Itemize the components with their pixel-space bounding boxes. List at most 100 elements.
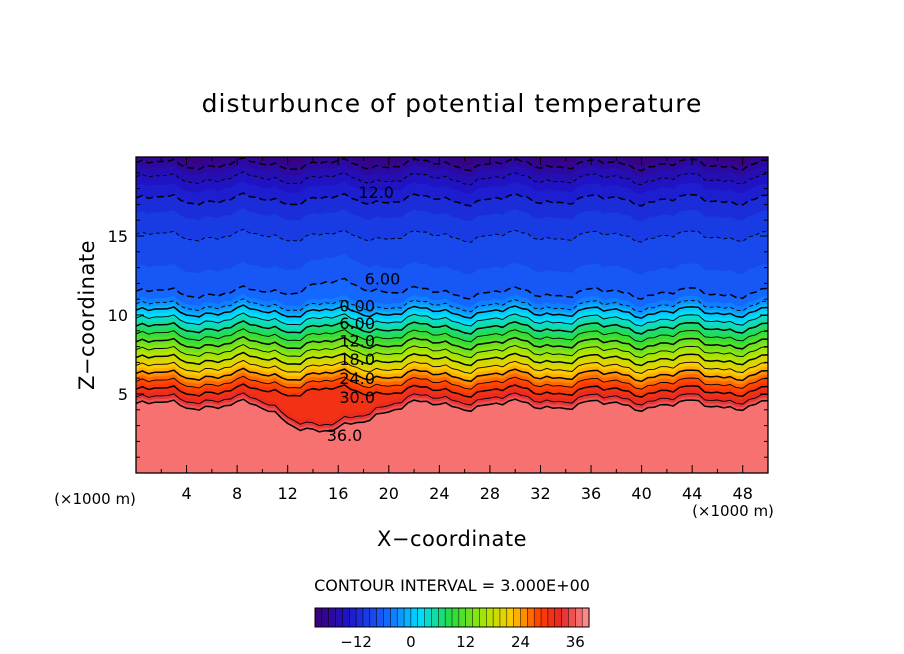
contour-line xyxy=(136,398,768,433)
colorbar-cell xyxy=(533,607,542,628)
contour-label: 12.0 xyxy=(339,331,375,350)
colorbar-cell xyxy=(520,607,528,628)
colorbar-cell xyxy=(540,607,549,628)
x-tick-label: 20 xyxy=(379,484,399,503)
contour-interval-label: CONTOUR INTERVAL = 3.000E+00 xyxy=(314,576,590,595)
contour-line xyxy=(136,344,768,359)
colorbar-tick-label: 12 xyxy=(456,633,475,651)
y-tick-label: 5 xyxy=(118,385,128,404)
x-tick-label: 36 xyxy=(581,484,601,503)
colorbar-tick-label: 0 xyxy=(406,633,416,651)
x-tick-label: 44 xyxy=(682,484,702,503)
colorbar-cell xyxy=(349,607,357,628)
contour-label: 6.00 xyxy=(339,314,375,333)
contour-line xyxy=(136,351,768,367)
colorbar-cell xyxy=(431,607,439,628)
colorbar-cell xyxy=(581,607,590,628)
colorbar-cell xyxy=(451,607,460,628)
colorbar-cell xyxy=(472,607,480,628)
y-tick-label: 10 xyxy=(108,306,128,325)
colorbar-cell xyxy=(554,607,563,628)
contour-fill xyxy=(136,157,768,473)
contour-label: 12.0 xyxy=(358,183,394,202)
contour-label: 30.0 xyxy=(339,388,375,407)
contour-line xyxy=(136,383,768,398)
contour-line xyxy=(136,375,768,390)
colorbar-ticks: −12 0 12 24 36 xyxy=(340,633,585,651)
colorbar-cell xyxy=(417,607,426,628)
colorbar-cell xyxy=(390,607,398,628)
x-tick-label: 12 xyxy=(278,484,298,503)
colorbar-cell xyxy=(424,607,433,628)
contour-line xyxy=(136,228,768,243)
colorbar-cell xyxy=(547,607,556,628)
colorbar-cell xyxy=(458,607,467,628)
x-axis: 4 8 12 16 20 24 28 32 36 40 44 48 xyxy=(160,157,753,503)
colorbar-cell xyxy=(561,607,569,628)
contour-line xyxy=(136,171,768,186)
y-axis: 5 10 15 xyxy=(108,172,768,458)
colorbar-cell xyxy=(506,607,515,628)
colorbar-cell xyxy=(321,607,330,628)
x-tick-label: 16 xyxy=(328,484,348,503)
contour-label: 18.0 xyxy=(339,350,375,369)
x-tick-label: 28 xyxy=(480,484,500,503)
x-tick-label: 40 xyxy=(631,484,651,503)
colorbar-cell xyxy=(444,607,453,628)
chart-title: disturbunce of potential temperature xyxy=(202,89,703,118)
x-axis-label: X−coordinate xyxy=(377,527,527,551)
colorbar-cell xyxy=(486,607,494,628)
colorbar-cell xyxy=(396,607,405,628)
colorbar-cell xyxy=(335,607,343,628)
colorbar-cell xyxy=(314,607,323,628)
contour-line xyxy=(136,312,768,327)
colorbar-frame xyxy=(314,607,590,628)
y-axis-label: Z−coordinate xyxy=(75,240,99,390)
contour-label: 24.0 xyxy=(339,369,375,388)
contour-line xyxy=(136,304,768,319)
contour-label: 36.0 xyxy=(327,426,363,445)
colorbar-cell xyxy=(362,607,371,628)
contour-line xyxy=(136,335,768,351)
contour-line xyxy=(136,157,768,172)
colorbar-cell xyxy=(527,607,535,628)
contour-line xyxy=(136,328,768,343)
colorbar-cell xyxy=(410,607,419,628)
x-tick-label: 4 xyxy=(181,484,191,503)
contour-line xyxy=(136,392,768,427)
contour-line xyxy=(136,367,768,383)
contour-line xyxy=(136,298,768,313)
x-unit-left: (×1000 m) xyxy=(54,490,136,508)
colorbar-tick-label: −12 xyxy=(340,633,372,651)
contour-lines xyxy=(136,157,768,433)
colorbar-cell xyxy=(479,607,487,628)
contour-label: 6.00 xyxy=(365,270,401,289)
colorbar-cell xyxy=(403,607,412,628)
colorbar xyxy=(314,607,590,628)
colorbar-cell xyxy=(369,607,378,628)
plot-area xyxy=(136,157,768,473)
contour-label: 0.00 xyxy=(339,297,375,316)
colorbar-cell xyxy=(465,607,474,628)
colorbar-cell xyxy=(438,607,446,628)
x-tick-label: 8 xyxy=(232,484,242,503)
colorbar-cell xyxy=(499,607,508,628)
colorbar-cell xyxy=(376,607,385,628)
colorbar-tick-label: 36 xyxy=(566,633,585,651)
y-tick-label: 15 xyxy=(108,227,128,246)
colorbar-tick-label: 24 xyxy=(511,633,530,651)
contour-line xyxy=(136,277,768,300)
contour-line xyxy=(136,192,768,207)
x-tick-label: 48 xyxy=(733,484,753,503)
x-tick-label: 32 xyxy=(530,484,550,503)
colorbar-cell xyxy=(355,607,364,628)
colorbar-cell xyxy=(575,607,583,628)
colorbar-cell xyxy=(342,607,350,628)
contour-band xyxy=(136,157,768,166)
x-tick-label: 24 xyxy=(429,484,449,503)
colorbar-cell xyxy=(492,607,501,628)
contour-line xyxy=(136,320,768,335)
colorbar-cell xyxy=(328,607,337,628)
